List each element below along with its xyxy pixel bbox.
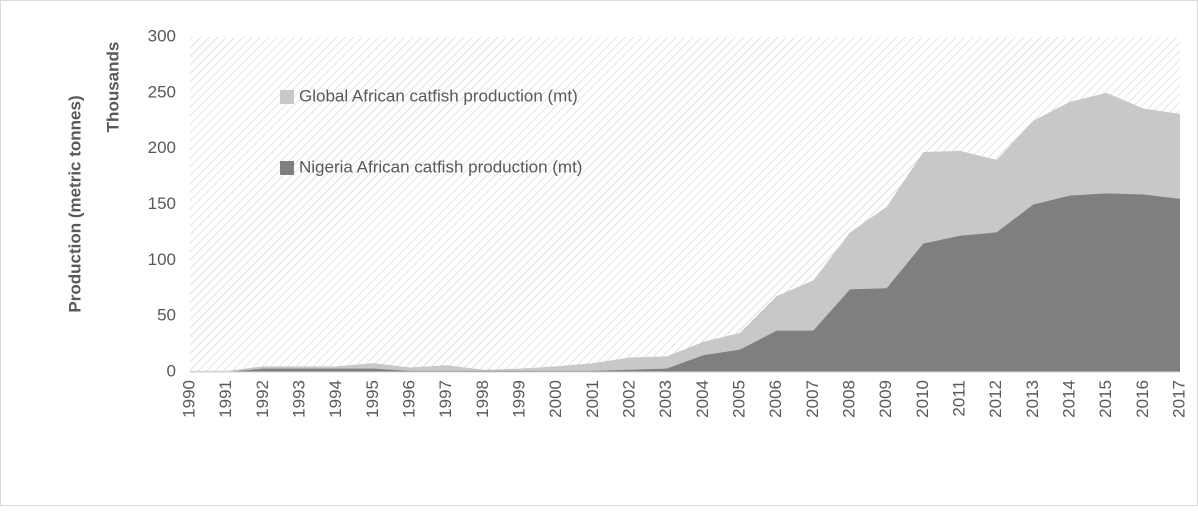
y-tick-label: 300	[148, 26, 176, 45]
x-tick-label: 1997	[436, 380, 455, 418]
y-tick-label: 100	[148, 250, 176, 269]
x-tick-label: 2007	[803, 380, 822, 418]
x-tick-label: 2017	[1169, 380, 1188, 418]
y-axis-title: Production (metric tonnes)	[65, 95, 84, 312]
x-tick-label: 2001	[583, 380, 602, 418]
x-tick-label: 2009	[876, 380, 895, 418]
x-tick-label: 2002	[619, 380, 638, 418]
legend-swatch	[280, 90, 294, 104]
x-tick-label: 1993	[289, 380, 308, 418]
x-tick-label: 1990	[179, 380, 198, 418]
x-tick-label: 2003	[656, 380, 675, 418]
x-tick-label: 1999	[509, 380, 528, 418]
x-tick-label: 2012	[986, 380, 1005, 418]
x-tick-label: 2006	[766, 380, 785, 418]
x-tick-label: 1991	[216, 380, 235, 418]
x-tick-label: 1995	[363, 380, 382, 418]
legend-label: Global African catfish production (mt)	[299, 86, 578, 105]
legend-swatch	[280, 161, 294, 175]
x-tick-label: 2013	[1023, 380, 1042, 418]
y-tick-label: 200	[148, 138, 176, 157]
y-tick-label: 0	[167, 361, 176, 380]
display-units: Thousands	[103, 42, 122, 133]
x-tick-label: 2008	[839, 380, 858, 418]
x-tick-label: 2005	[729, 380, 748, 418]
x-tick-label: 1992	[253, 380, 272, 418]
y-tick-label: 50	[157, 306, 176, 325]
x-tick-label: 2014	[1059, 380, 1078, 418]
x-tick-label: 1998	[473, 380, 492, 418]
legend-label: Nigeria African catfish production (mt)	[299, 157, 582, 176]
x-tick-label: 2004	[693, 380, 712, 418]
x-tick-label: 1994	[326, 380, 345, 418]
x-tick-label: 2010	[913, 380, 932, 418]
x-tick-label: 2000	[546, 380, 565, 418]
y-tick-label: 150	[148, 194, 176, 213]
x-tick-label: 1996	[399, 380, 418, 418]
area	[190, 193, 1180, 372]
y-tick-label: 250	[148, 82, 176, 101]
x-tick-label: 2011	[949, 380, 968, 417]
x-tick-label: 2016	[1133, 380, 1152, 418]
x-tick-label: 2015	[1096, 380, 1115, 418]
